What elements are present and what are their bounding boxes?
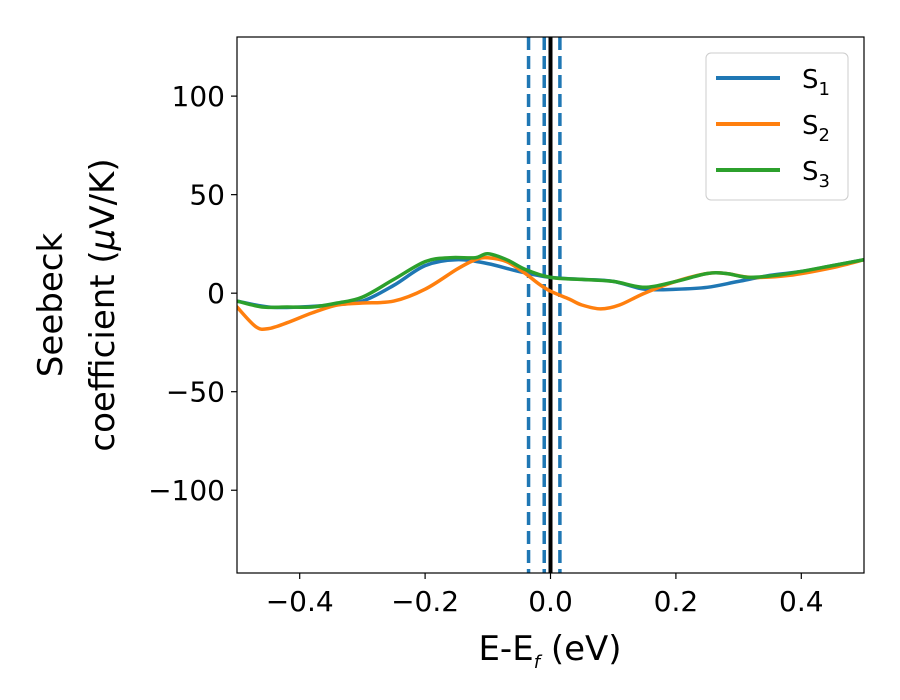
x-axis-label: E-Ef (eV) bbox=[478, 629, 621, 673]
y-tick-label: 100 bbox=[172, 80, 225, 113]
legend-label-s3: S3 bbox=[802, 157, 830, 192]
y-axis-label-line1: Seebeck bbox=[31, 233, 71, 378]
y-axis-label-line2: coefficient (μV/K) bbox=[83, 158, 123, 451]
series-lines bbox=[237, 252, 864, 332]
legend-box bbox=[705, 52, 849, 201]
y-tick-label: 50 bbox=[189, 179, 225, 212]
x-tick-label: −0.4 bbox=[266, 585, 334, 618]
vertical-lines bbox=[526, 37, 562, 573]
legend-label-s1: S1 bbox=[802, 65, 830, 100]
y-axis-label: Seebeck coefficient (μV/K) bbox=[31, 158, 123, 451]
x-tick-label: 0.4 bbox=[779, 585, 824, 618]
x-tick-label: 0.2 bbox=[654, 585, 699, 618]
legend: S1 S2 S3 bbox=[705, 52, 849, 201]
y-tick-label: −50 bbox=[166, 376, 225, 409]
y-tick-label: 0 bbox=[207, 277, 225, 310]
y-tick-label: −100 bbox=[148, 474, 225, 507]
legend-entries: S1 S2 S3 bbox=[716, 65, 830, 192]
y-axis-ticks: 100 50 0 −50 −100 bbox=[148, 80, 237, 507]
x-axis-ticks: −0.4 −0.2 0.0 0.2 0.4 bbox=[266, 573, 824, 618]
x-tick-label: −0.2 bbox=[391, 585, 459, 618]
x-tick-label: 0.0 bbox=[528, 585, 573, 618]
series-line-s3 bbox=[237, 252, 864, 310]
legend-label-s2: S2 bbox=[802, 111, 830, 146]
